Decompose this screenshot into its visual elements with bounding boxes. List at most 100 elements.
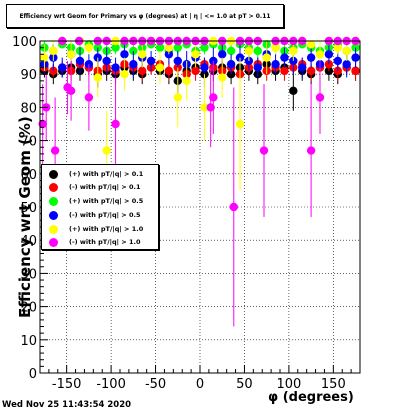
- y-tick-label: 0: [29, 367, 37, 382]
- x-tick-label: 100: [276, 377, 301, 392]
- timestamp: Wed Nov 25 11:43:54 2020: [2, 400, 132, 410]
- data-point: [164, 66, 174, 76]
- data-point: [155, 43, 165, 52]
- chart-legend: (+) with pT/|q| > 0.1 (-) with pT/|q| > …: [41, 164, 159, 250]
- data-point: [244, 46, 254, 56]
- data-point: [306, 146, 316, 155]
- data-point: [253, 46, 262, 56]
- y-tick-label: 50: [20, 201, 37, 216]
- data-point: [280, 53, 289, 62]
- data-point: [342, 46, 351, 56]
- x-tick-label: 50: [236, 377, 253, 392]
- x-axis-label: φ (degrees): [268, 390, 354, 405]
- legend-label: (-) with pT/|q| > 0.5: [69, 211, 141, 219]
- data-point: [342, 60, 351, 69]
- x-tick-label: 150: [321, 377, 346, 392]
- data-point: [262, 53, 271, 62]
- data-point: [129, 60, 138, 69]
- data-point: [84, 43, 94, 52]
- x-tick-label: -50: [145, 377, 166, 392]
- data-point: [102, 146, 111, 155]
- data-point: [182, 76, 191, 86]
- data-point: [209, 93, 218, 102]
- legend-marker: [49, 170, 58, 179]
- data-point: [351, 66, 360, 76]
- data-point: [146, 56, 156, 66]
- data-point: [306, 53, 316, 62]
- data-point: [226, 60, 236, 69]
- data-point: [111, 43, 120, 52]
- data-point: [271, 43, 280, 52]
- x-tick-label: 0: [196, 377, 204, 392]
- data-point: [155, 63, 165, 72]
- legend-label: (+) with pT/|q| > 1.0: [69, 225, 144, 233]
- y-tick-label: 70: [20, 135, 37, 150]
- data-point: [218, 50, 227, 59]
- legend-label: (+) with pT/|q| > 0.1: [69, 170, 144, 178]
- data-point: [324, 50, 334, 59]
- legend-marker: [49, 211, 58, 220]
- data-point: [333, 43, 342, 52]
- data-point: [66, 86, 76, 96]
- data-point: [315, 93, 325, 102]
- data-point: [200, 43, 209, 52]
- data-point: [164, 43, 174, 52]
- legend-item: (-) with pT/|q| > 0.1: [42, 181, 158, 194]
- x-tick-label: -150: [52, 377, 82, 392]
- data-point: [173, 43, 182, 52]
- data-point: [40, 53, 49, 62]
- data-point: [50, 146, 60, 155]
- data-point: [49, 66, 58, 76]
- data-point: [271, 60, 280, 69]
- data-point: [289, 86, 298, 96]
- chart-title: Efficiency wrt Geom for Primary vs φ (de…: [6, 4, 284, 28]
- legend-marker: [49, 197, 58, 206]
- legend-label: (-) with pT/|q| > 1.0: [69, 238, 141, 246]
- data-point: [229, 202, 238, 212]
- y-tick-label: 40: [20, 234, 37, 249]
- data-point: [120, 50, 129, 59]
- data-point: [173, 93, 182, 102]
- legend-marker: [49, 225, 58, 234]
- data-point: [324, 66, 334, 76]
- data-point: [333, 56, 342, 66]
- legend-item: (+) with pT/|q| > 0.5: [42, 195, 158, 208]
- legend-label: (+) with pT/|q| > 0.5: [69, 197, 144, 205]
- data-point: [200, 63, 209, 72]
- y-tick-label: 100: [12, 35, 37, 50]
- data-point: [200, 103, 209, 112]
- data-point: [191, 66, 200, 76]
- data-point: [173, 56, 182, 66]
- data-point: [226, 46, 236, 56]
- data-point: [66, 50, 76, 59]
- y-tick-label: 10: [20, 334, 37, 349]
- x-tick-label: -100: [96, 377, 126, 392]
- y-tick-label: 80: [20, 101, 37, 116]
- data-point: [259, 146, 269, 155]
- data-point: [351, 53, 360, 62]
- legend-label: (-) with pT/|q| > 0.1: [69, 183, 141, 191]
- data-point: [206, 103, 215, 112]
- data-point: [138, 50, 147, 59]
- data-points: [38, 36, 360, 327]
- data-point: [191, 50, 200, 59]
- y-tick-label: 90: [20, 68, 37, 83]
- y-axis-label: Efficiency wrt Geom (%): [16, 116, 34, 318]
- legend-item: (+) with pT/|q| > 1.0: [42, 223, 158, 236]
- data-point: [84, 93, 94, 102]
- data-point: [138, 66, 147, 76]
- axes: 0 10 20 30 40 50 60 70 80 90 100 -150 -100 -50 0 50 100 1…: [12, 35, 352, 392]
- data-point: [306, 66, 316, 76]
- legend-item: (-) with pT/|q| > 0.5: [42, 209, 158, 222]
- data-point: [75, 56, 85, 66]
- data-point: [280, 66, 289, 76]
- data-point: [306, 40, 316, 49]
- legend-item: (+) with pT/|q| > 0.1: [42, 168, 158, 181]
- data-point: [102, 56, 111, 66]
- data-point: [93, 73, 102, 82]
- data-point: [38, 119, 47, 129]
- data-point: [235, 119, 245, 129]
- y-tick-label: 20: [20, 301, 37, 316]
- data-point: [111, 63, 120, 72]
